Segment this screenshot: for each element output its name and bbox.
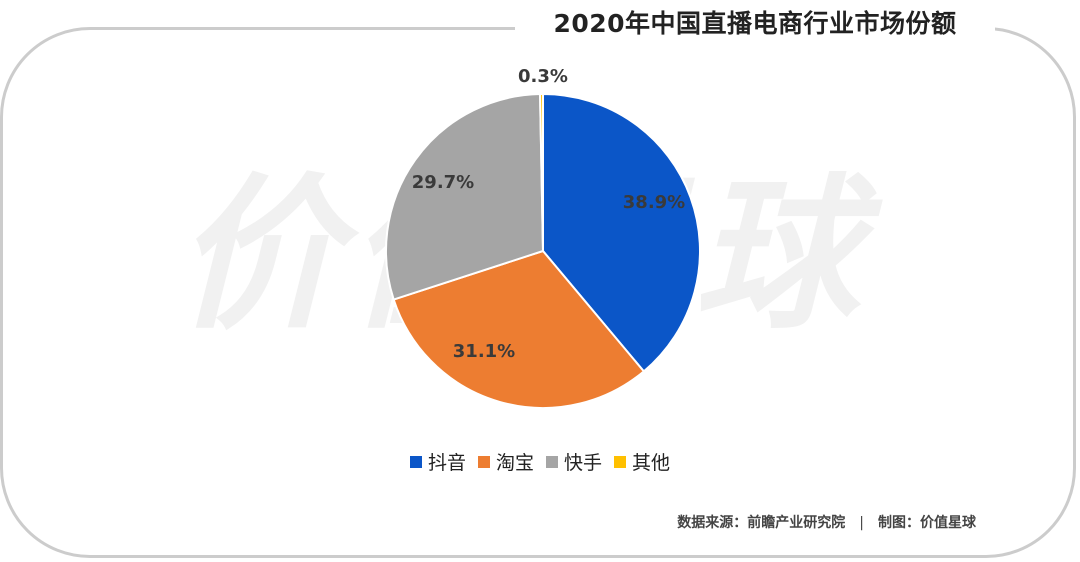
- legend-label-抖音: 抖音: [427, 452, 466, 474]
- legend-item-其他: 其他: [614, 448, 670, 475]
- title-container: 2020年中国直播电商行业市场份额: [515, 4, 995, 44]
- credit-note: 制图：价值星球: [878, 515, 976, 531]
- legend-swatch-抖音: [409, 455, 422, 468]
- footer-separator: |: [859, 515, 864, 531]
- legend-item-抖音: 抖音: [409, 448, 466, 475]
- legend-swatch-淘宝: [477, 455, 490, 468]
- legend-label-快手: 快手: [564, 452, 603, 474]
- pie-slice-快手: [384, 93, 545, 301]
- pie-slice-淘宝: [392, 249, 646, 409]
- data-label-抖音: 38.9%: [623, 192, 685, 213]
- pie-slice-抖音: [542, 92, 701, 373]
- legend-label-其他: 其他: [632, 452, 671, 474]
- legend-item-淘宝: 淘宝: [477, 448, 534, 475]
- pie-slice-其他: [539, 92, 544, 252]
- data-label-快手: 29.7%: [412, 172, 474, 193]
- legend-swatch-快手: [546, 455, 558, 468]
- data-label-淘宝: 31.1%: [453, 341, 515, 362]
- source-note: 数据来源：前瞻产业研究院: [677, 515, 846, 531]
- legend-swatch-其他: [614, 455, 627, 468]
- legend-item-快手: 快手: [546, 448, 602, 475]
- legend-label-淘宝: 淘宝: [495, 452, 534, 474]
- data-label-其他: 0.3%: [518, 66, 568, 87]
- chart-title: 2020年中国直播电商行业市场份额: [553, 9, 957, 38]
- footer: 数据来源：前瞻产业研究院 | 制图：价值星球: [677, 512, 976, 532]
- legend: 抖音 淘宝 快手 其他: [0, 448, 1080, 475]
